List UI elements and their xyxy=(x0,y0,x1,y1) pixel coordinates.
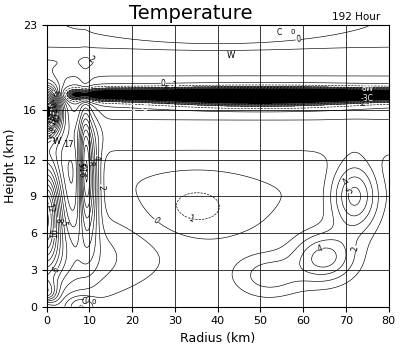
Y-axis label: Height (km): Height (km) xyxy=(4,128,17,203)
Text: 8: 8 xyxy=(53,217,62,222)
Text: 0: 0 xyxy=(92,299,96,305)
Text: C: C xyxy=(82,297,87,306)
Text: 0: 0 xyxy=(83,295,90,305)
Text: 14: 14 xyxy=(47,111,59,123)
Text: 10: 10 xyxy=(80,162,90,172)
Text: 5: 5 xyxy=(76,162,84,167)
Text: 17: 17 xyxy=(63,140,73,149)
Text: 5: 5 xyxy=(59,220,68,225)
Text: 2: 2 xyxy=(351,246,360,251)
Text: -1: -1 xyxy=(186,213,196,224)
Text: 10: 10 xyxy=(51,112,62,124)
Text: 6: 6 xyxy=(52,266,62,274)
Text: -1: -1 xyxy=(171,81,178,90)
Text: -3C: -3C xyxy=(361,94,374,103)
X-axis label: Radius (km): Radius (km) xyxy=(180,332,255,345)
Text: -3: -3 xyxy=(141,104,149,112)
Text: 5: 5 xyxy=(48,134,58,144)
Text: -2: -2 xyxy=(358,99,366,108)
Text: 12: 12 xyxy=(45,203,56,214)
Text: W: W xyxy=(226,51,235,60)
Text: 10: 10 xyxy=(50,228,60,238)
Text: 0: 0 xyxy=(290,29,295,35)
Text: 8: 8 xyxy=(86,161,95,166)
Text: 5: 5 xyxy=(345,186,355,195)
Text: -3: -3 xyxy=(164,97,172,107)
Text: 0: 0 xyxy=(161,79,166,88)
Text: 6: 6 xyxy=(76,172,86,177)
Text: 2: 2 xyxy=(96,184,106,189)
Text: 16: 16 xyxy=(44,98,56,111)
Text: -4: -4 xyxy=(162,85,170,94)
Text: W: W xyxy=(53,136,61,146)
Text: 8: 8 xyxy=(48,126,58,135)
Text: 0: 0 xyxy=(296,35,301,44)
Text: C: C xyxy=(129,104,135,112)
Text: 2: 2 xyxy=(86,55,96,65)
Title: Temperature: Temperature xyxy=(128,4,252,23)
Text: 12: 12 xyxy=(48,115,60,127)
Text: 17: 17 xyxy=(45,104,56,115)
Text: 4: 4 xyxy=(342,177,352,186)
Text: C: C xyxy=(276,28,282,37)
Text: 6: 6 xyxy=(50,89,60,98)
Text: 192 Hour: 192 Hour xyxy=(332,12,380,22)
Text: 4: 4 xyxy=(316,244,324,254)
Text: 4: 4 xyxy=(92,155,101,160)
Text: 0: 0 xyxy=(152,216,161,226)
Text: 8W: 8W xyxy=(361,84,374,93)
